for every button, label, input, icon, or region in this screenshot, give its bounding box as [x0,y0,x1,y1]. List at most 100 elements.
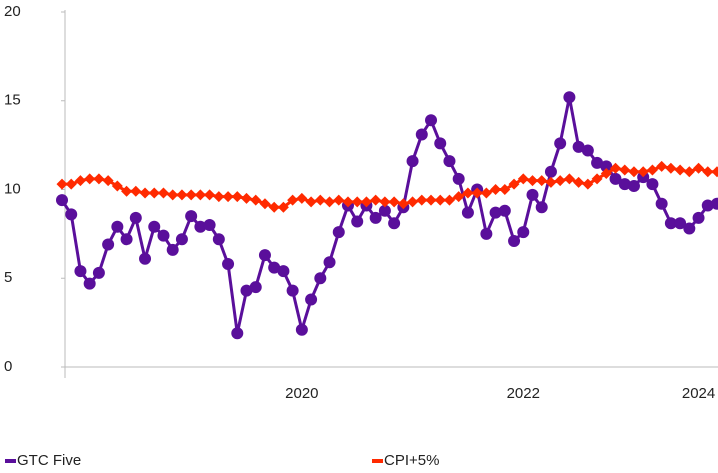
point [573,176,585,188]
point [711,197,718,210]
point [407,196,419,208]
point [185,210,198,223]
point [83,277,96,290]
point [332,226,345,239]
point [554,175,566,187]
point [701,199,714,212]
point [369,211,382,224]
point [268,201,280,213]
point [702,166,714,178]
point [388,217,401,230]
point [249,281,262,294]
point [581,144,594,157]
point [536,175,548,187]
point [166,243,179,256]
point [258,249,271,262]
point [499,184,511,195]
point [535,201,548,214]
point [93,173,105,185]
point [526,175,538,187]
point [305,196,317,208]
point [194,220,207,233]
point [148,187,160,199]
x-tick-label: 2022 [507,385,540,402]
point [416,194,428,206]
point [296,192,308,204]
y-tick-label: 10 [4,180,21,197]
point [406,155,419,168]
point [619,164,631,176]
point [498,204,511,217]
point [157,229,170,242]
point [480,187,492,199]
point [508,178,520,190]
point [674,164,686,176]
point [167,189,179,201]
point [139,252,152,265]
point [295,323,308,336]
point [92,266,105,279]
point [194,189,206,201]
point [655,197,668,210]
point [517,173,529,185]
point [240,284,253,297]
point [379,196,391,208]
point [628,166,640,178]
point [286,284,299,297]
point [241,192,253,204]
point [434,194,446,206]
point [139,187,151,199]
point [508,234,521,247]
point [582,178,594,190]
y-tick-label: 15 [4,92,21,109]
point [120,233,133,246]
point [277,201,289,213]
point [674,217,687,230]
point [111,180,123,192]
point [378,204,391,217]
point [563,91,576,104]
x-tick-label: 2020 [285,385,318,402]
point [324,196,336,208]
point [351,196,363,208]
point [314,272,327,285]
point [664,217,677,230]
point [342,196,354,208]
point [711,166,718,178]
point [415,128,428,141]
point [572,140,585,153]
point [222,191,234,203]
point [231,327,244,340]
point [287,194,299,206]
series-line [60,95,718,335]
point [277,265,290,278]
point [175,233,188,246]
point [212,233,225,246]
y-tick-label: 0 [4,358,12,375]
point [213,191,225,203]
point [683,166,695,178]
point [646,164,658,176]
point [480,227,493,240]
point [434,137,447,150]
point [425,114,438,127]
point [65,208,78,221]
point [56,194,68,207]
point [370,194,382,206]
point [452,172,465,185]
point [333,194,345,206]
point [323,256,336,269]
point [388,196,400,208]
point [526,188,539,201]
point [148,220,161,233]
point [490,184,502,195]
point [544,165,557,178]
point [600,160,613,173]
point [351,215,364,228]
point [231,191,243,203]
point [609,172,622,185]
point [692,211,705,224]
point [600,168,612,180]
point [102,175,114,187]
point [65,178,77,190]
